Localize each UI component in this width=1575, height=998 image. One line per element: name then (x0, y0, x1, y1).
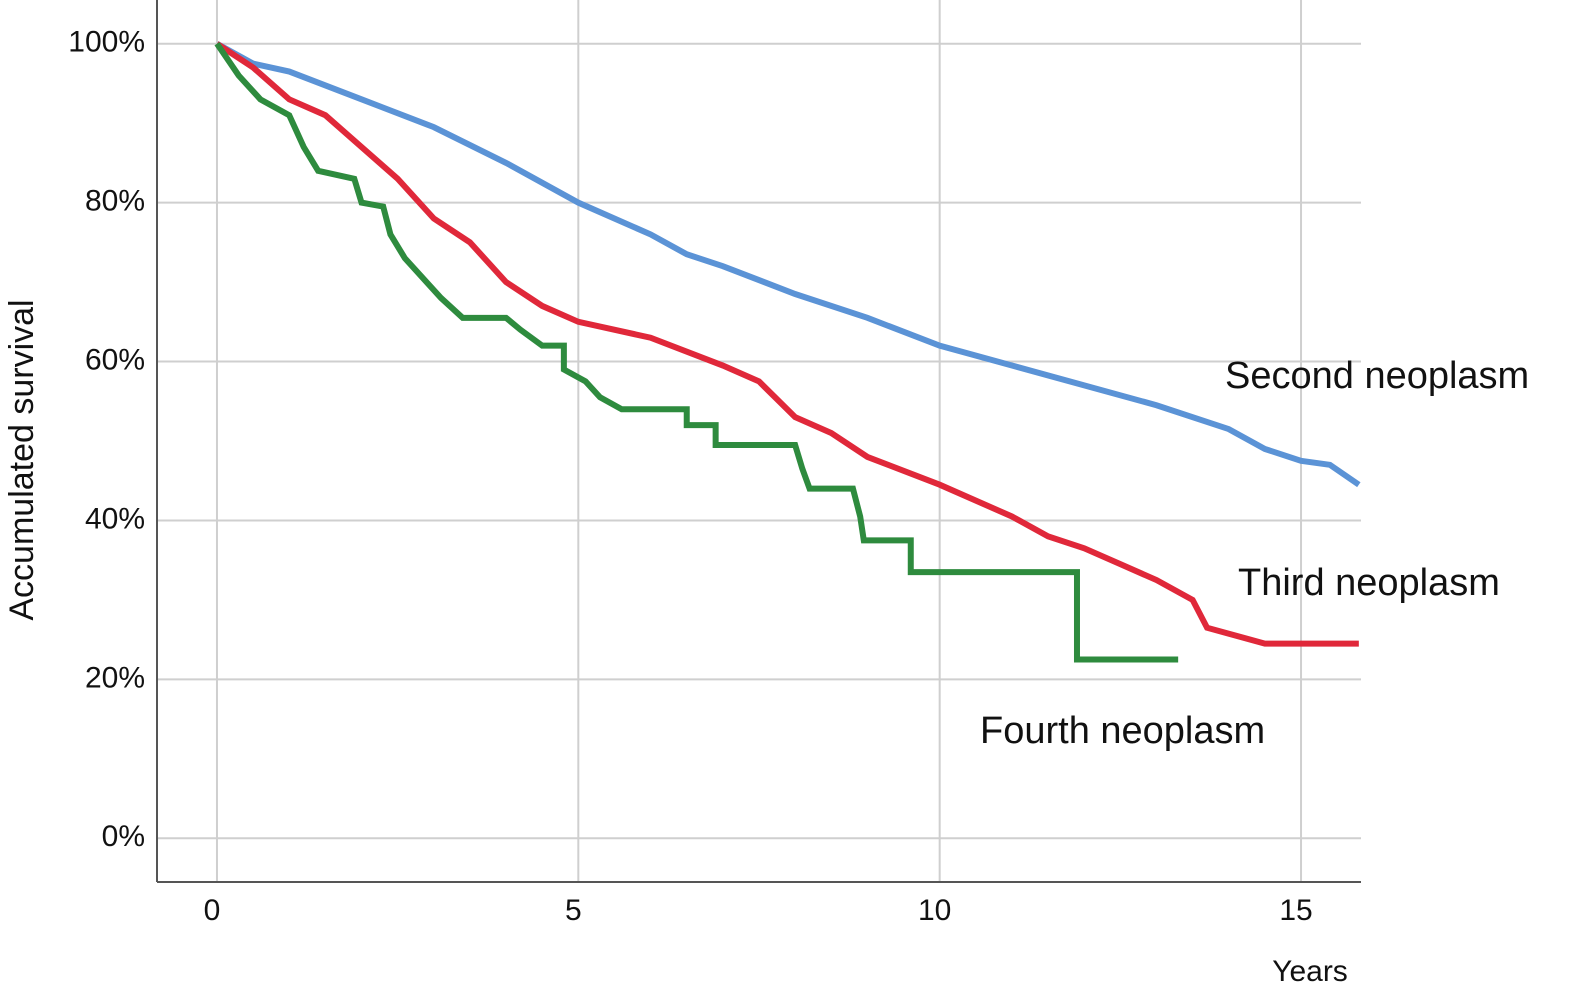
x-tick-label: 0 (204, 894, 221, 927)
survival-curve (215, 41, 1361, 488)
survival-curve (214, 42, 1179, 663)
x-axis-title: Years (1272, 955, 1348, 988)
series-label: Fourth neoplasm (980, 710, 1265, 752)
y-tick-label: 60% (85, 343, 145, 376)
y-tick-label: 0% (102, 820, 145, 853)
series-label: Third neoplasm (1238, 562, 1500, 604)
y-tick-label: 20% (85, 661, 145, 694)
x-tick-label: 10 (918, 894, 951, 927)
y-axis-title: Accumulated survival (3, 299, 41, 620)
series-label: Second neoplasm (1225, 355, 1529, 397)
y-tick-label: 80% (85, 185, 145, 218)
y-tick-label: 40% (85, 502, 145, 535)
x-tick-label: 5 (565, 894, 582, 927)
x-tick-label: 15 (1279, 894, 1312, 927)
survival-curve (215, 41, 1359, 647)
y-tick-label: 100% (68, 26, 145, 59)
